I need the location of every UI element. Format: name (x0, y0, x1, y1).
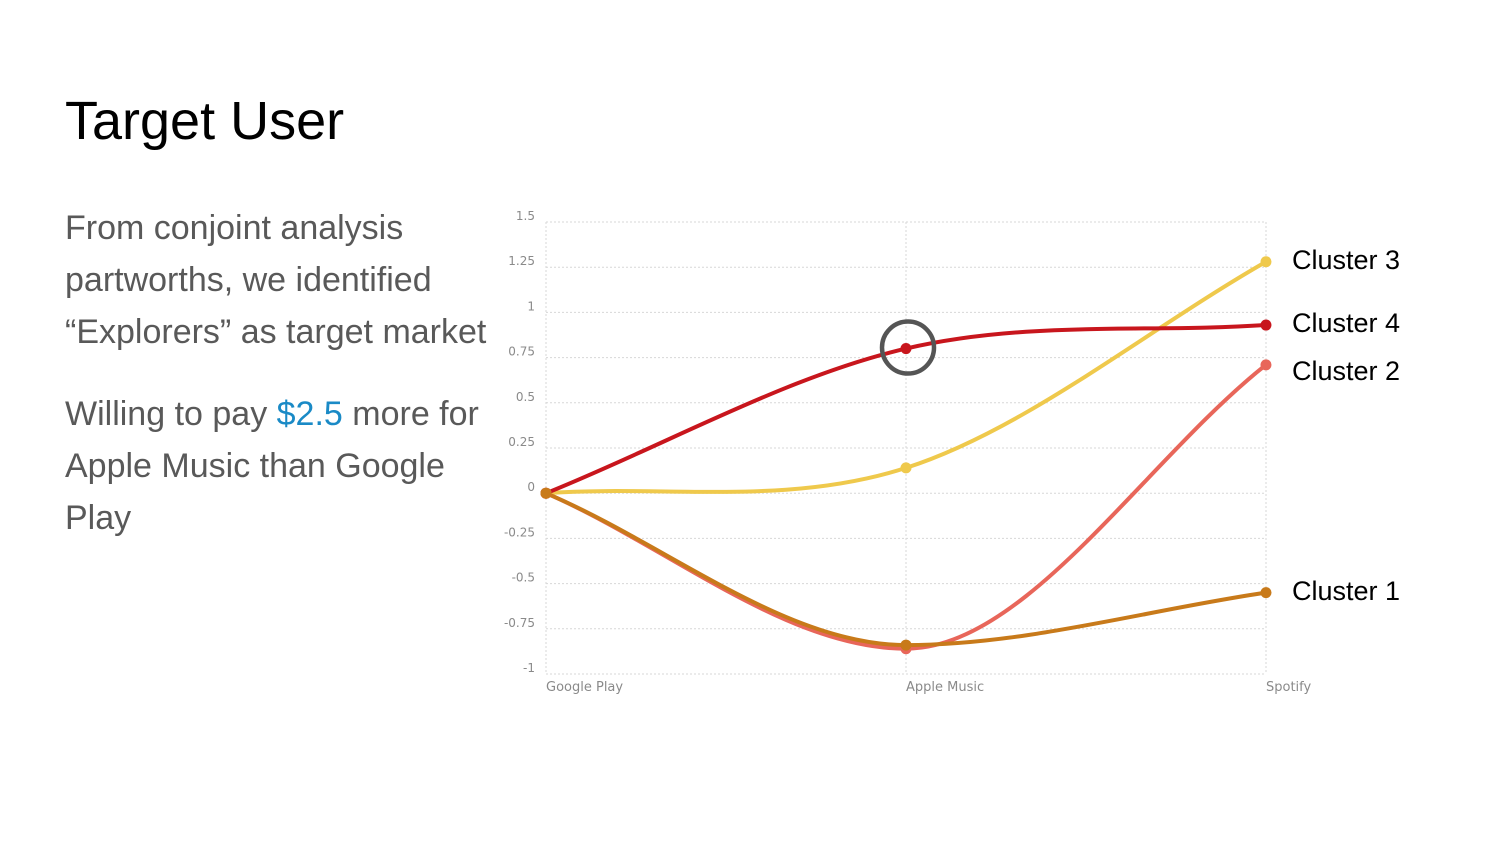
wtp-text-post: more for Apple Music than Google Play (65, 395, 479, 537)
series-points (540, 256, 1272, 655)
y-tick-label: -0.5 (512, 571, 535, 585)
y-tick-label: 0.75 (508, 345, 535, 359)
y-tick-label: -0.25 (504, 525, 535, 539)
data-point-cluster-2 (1260, 359, 1272, 371)
data-point-cluster-3 (1260, 256, 1272, 268)
cluster-label: Cluster 3 (1292, 244, 1401, 275)
y-tick-label: 1.25 (508, 254, 535, 268)
cluster-label: Cluster 2 (1292, 356, 1401, 387)
data-point-cluster-1 (1260, 587, 1272, 599)
cluster-label: Cluster 1 (1292, 575, 1401, 606)
data-point-cluster-3 (900, 462, 912, 474)
body-text: From conjoint analysis partworths, we id… (65, 202, 495, 574)
data-point-cluster-4 (900, 343, 912, 355)
data-point-cluster-1 (540, 487, 552, 499)
cluster-label: Cluster 4 (1292, 308, 1401, 339)
chart-gridlines (545, 221, 1267, 675)
y-tick-label: 0 (527, 480, 535, 494)
x-category-label: Google Play (546, 680, 623, 695)
y-tick-label: 1.5 (516, 209, 535, 223)
y-axis-ticks: 1.5 1.25 1 0.75 0.5 0.25 0 -0.25 -0.5 -0.75 -1 (504, 209, 535, 675)
y-tick-label: 0.5 (516, 390, 535, 404)
x-category-label: Apple Music (906, 680, 984, 695)
slide-title: Target User (65, 91, 345, 151)
x-axis-categories: Google Play Apple Music Spotify (546, 680, 1312, 695)
paragraph-explorers: From conjoint analysis partworths, we id… (65, 209, 487, 351)
x-category-label: Spotify (1266, 680, 1312, 695)
wtp-amount: $2.5 (276, 395, 343, 433)
highlight-ring (879, 319, 937, 376)
data-point-cluster-1 (900, 639, 912, 651)
y-tick-label: 0.25 (508, 435, 535, 449)
data-point-cluster-4 (1260, 319, 1272, 331)
paragraph-willingness-to-pay: Willing to pay $2.5 more for Apple Music… (65, 388, 495, 544)
y-tick-label: -1 (523, 661, 535, 675)
wtp-text-pre: Willing to pay (65, 395, 277, 433)
highlight-ring-circle (879, 319, 937, 376)
y-tick-label: 1 (527, 299, 535, 313)
y-tick-label: -0.75 (504, 616, 535, 630)
